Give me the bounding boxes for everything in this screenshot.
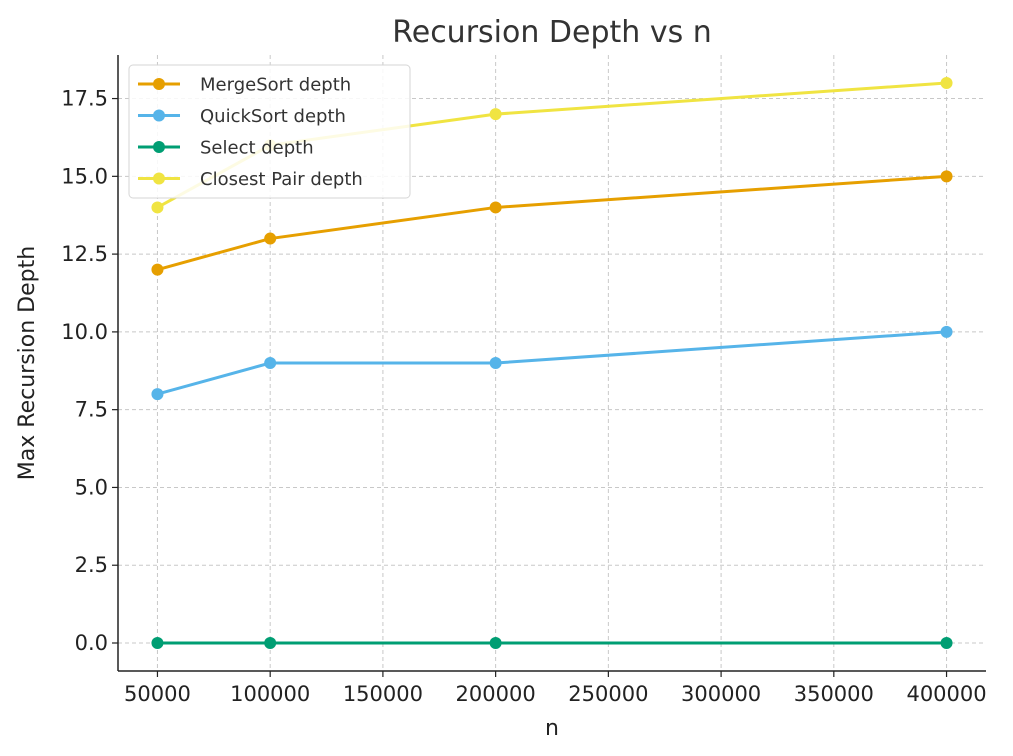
y-tick-label-7: 17.5	[61, 87, 108, 111]
series-2-point-0	[151, 637, 164, 649]
y-tick-label-6: 15.0	[61, 164, 108, 188]
y-tick-label-2: 5.0	[75, 475, 108, 499]
series-2-point-3	[940, 637, 953, 649]
legend-label-3: Closest Pair depth	[200, 169, 363, 190]
x-ticks: 50000 100000 150000 200000 250000 300000 35000…	[124, 671, 987, 706]
legend-box	[128, 64, 411, 199]
legend-label-0: MergeSort depth	[200, 75, 351, 96]
series-0-point-0	[151, 263, 164, 276]
series-1-point-0	[151, 388, 164, 401]
x-tick-label-6: 350000	[794, 682, 874, 706]
series-line-1	[157, 330, 947, 396]
chart-title: Recursion Depth vs n	[392, 15, 712, 50]
legend-swatch-marker-1	[153, 109, 165, 122]
x-tick-label-0: 50000	[124, 682, 191, 706]
series-3-point-0	[151, 201, 164, 214]
x-tick-label-3: 200000	[456, 682, 536, 706]
y-tick-label-0: 0.0	[75, 631, 108, 655]
series-0-point-1	[264, 232, 277, 245]
series-3-point-2	[489, 108, 502, 121]
x-tick-label-4: 250000	[568, 682, 648, 706]
legend-swatch-marker-2	[153, 141, 165, 153]
legend-swatch-marker-3	[153, 172, 165, 185]
series-0-point-2	[489, 201, 502, 214]
x-tick-label-1: 100000	[230, 682, 310, 706]
y-tick-label-3: 7.5	[75, 398, 108, 422]
y-tick-label-1: 2.5	[75, 553, 108, 577]
x-tick-label-2: 150000	[343, 682, 423, 706]
y-axis-label: Max Recursion Depth	[15, 246, 40, 480]
x-tick-label-7: 400000	[906, 682, 986, 706]
legend-items: MergeSort depth QuickSort depth Select dep…	[138, 75, 363, 190]
y-tick-label-4: 10.0	[61, 320, 108, 344]
legend-label-1: QuickSort depth	[200, 106, 346, 127]
y-tick-label-5: 12.5	[61, 242, 108, 266]
y-ticks: 0.0 2.5 5.0 7.5 10.0 12.5 15.0 17.5	[61, 87, 118, 655]
series-2-point-2	[489, 637, 502, 649]
series-line-0	[157, 174, 947, 272]
legend-label-2: Select depth	[200, 138, 314, 159]
series-1-point-1	[264, 357, 277, 369]
series-1-point-2	[489, 357, 502, 369]
axes	[117, 55, 986, 672]
x-axis-label: n	[545, 716, 559, 741]
legend: MergeSort depth QuickSort depth Select dep…	[128, 64, 411, 199]
series-2-point-1	[264, 637, 277, 649]
series-1-point-3	[940, 325, 953, 338]
series-3-point-3	[940, 77, 953, 89]
legend-swatch-marker-0	[153, 78, 165, 90]
x-tick-label-5: 300000	[681, 682, 761, 706]
series-0-point-3	[940, 170, 953, 183]
